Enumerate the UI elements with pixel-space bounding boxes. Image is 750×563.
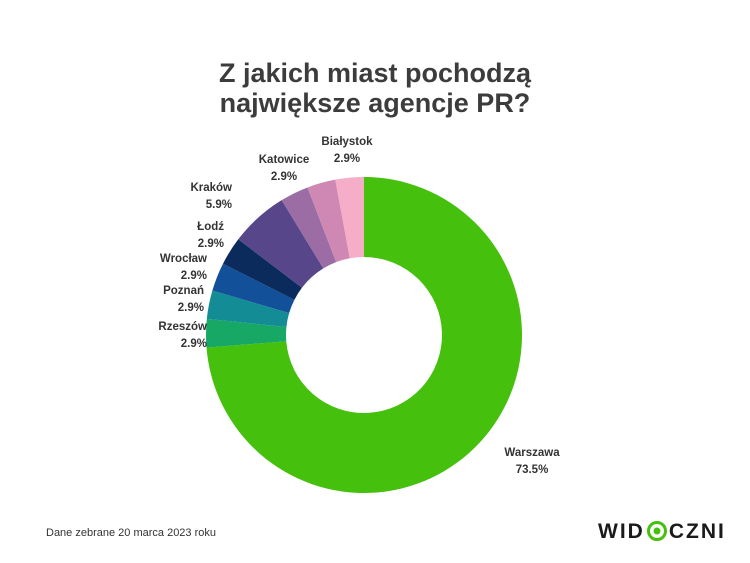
brand-logo: WID CZNI	[598, 520, 726, 547]
donut-labels: Warszawa 73.5% Rzeszów 2.9% Poznań 2.9% Wrocła…	[158, 136, 560, 476]
slice-warszawa	[206, 177, 523, 493]
eye-icon	[646, 521, 668, 547]
slice-rzeszów	[206, 318, 287, 348]
slice-wrocław	[212, 263, 295, 314]
chart-title: Z jakich miast pochodzą największe agenc…	[0, 58, 750, 118]
slice-katowice	[281, 187, 337, 269]
donut-slices	[206, 177, 523, 493]
slice-value-label: 2.9%	[178, 302, 204, 314]
slice-łodź	[222, 239, 302, 300]
brand-logo-text-left: WID	[598, 520, 645, 543]
slice-label: Warszawa	[504, 447, 560, 459]
slice-białystok	[335, 177, 364, 259]
chart-title-line-2: największe agencje PR?	[219, 88, 531, 118]
slice-value-label: 2.9%	[198, 238, 224, 250]
slice-label: Rzeszów	[158, 321, 207, 333]
slice-value-label: 73.5%	[516, 464, 549, 476]
slice-value-label: 2.9%	[271, 171, 297, 183]
slice-label: Wrocław	[160, 253, 207, 265]
slice-label: Katowice	[259, 154, 310, 166]
chart-title-line-1: Z jakich miast pochodzą	[218, 58, 532, 88]
slice-label: Kraków	[190, 182, 232, 194]
slice-label: Poznań	[163, 285, 204, 297]
slice-value-label: 2.9%	[181, 270, 207, 282]
slice-value-label: 2.9%	[334, 153, 360, 165]
slice-label: Łodź	[197, 221, 224, 233]
slice-katowice	[307, 179, 350, 263]
slice-value-label: 5.9%	[206, 199, 232, 211]
brand-logo-text-right: CZNI	[668, 520, 726, 543]
slice-label: Białystok	[321, 136, 373, 148]
source-note: Dane zebrane 20 marca 2023 roku	[46, 527, 216, 539]
slice-kraków	[238, 200, 324, 288]
slice-value-label: 2.9%	[181, 338, 207, 350]
slice-poznań	[206, 290, 290, 328]
